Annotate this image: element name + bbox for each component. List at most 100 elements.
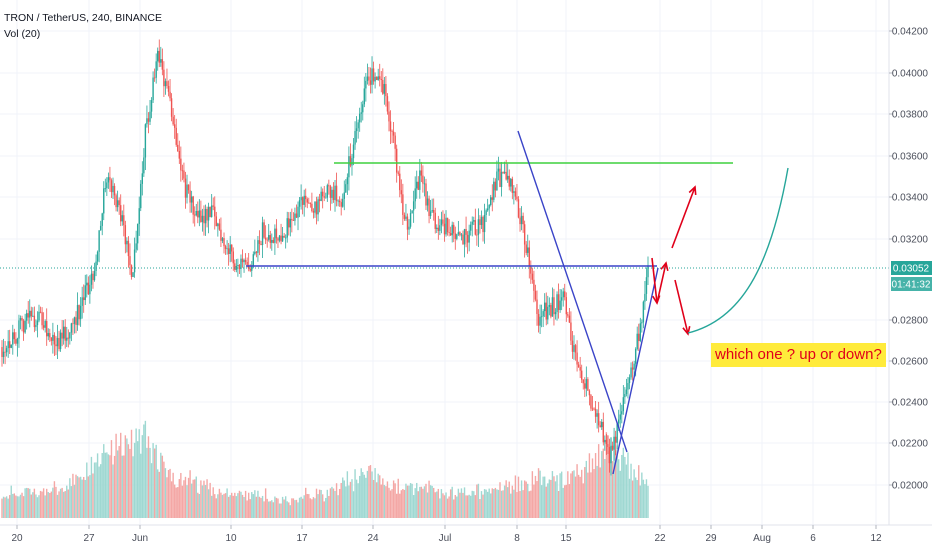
candle-body <box>423 183 426 185</box>
volume-bar <box>547 483 549 518</box>
volume-bar <box>628 478 631 518</box>
candle-body <box>442 219 444 224</box>
volume-bar <box>237 493 239 518</box>
volume-bar <box>167 470 170 518</box>
candle-body <box>483 214 486 233</box>
candle-body <box>231 244 233 252</box>
volume-bar <box>27 488 29 518</box>
candle-body <box>42 325 45 328</box>
volume-bar <box>241 494 244 518</box>
volume-bar <box>409 483 412 518</box>
candle-body <box>66 337 68 341</box>
volume-bar <box>291 498 293 518</box>
candle-body <box>107 177 110 183</box>
volume-bar <box>439 498 441 518</box>
volume-bar <box>309 498 312 518</box>
candle-body <box>81 297 83 306</box>
candle-body <box>4 351 6 353</box>
volume-bar <box>574 476 577 518</box>
volume-bar <box>206 479 208 518</box>
volume-bar <box>79 476 82 518</box>
arrow-up-target-head <box>688 185 697 196</box>
candle-body <box>266 239 268 241</box>
volume-bar <box>289 505 292 518</box>
candle-body <box>251 265 253 271</box>
volume-bar <box>247 492 250 518</box>
volume-bar <box>466 495 469 518</box>
volume-bar <box>636 480 638 518</box>
volume-bar <box>277 498 279 518</box>
volume-bar <box>93 462 96 518</box>
candle-body <box>103 188 105 214</box>
symbol-title[interactable]: TRON / TetherUS, 240, BINANCE <box>4 12 162 24</box>
candle-body <box>557 294 560 310</box>
candle-body <box>56 337 59 347</box>
candle-body <box>18 320 20 339</box>
candle-body <box>312 211 315 213</box>
volume-bar <box>87 476 90 518</box>
volume-bar <box>215 498 218 518</box>
candle-body <box>90 273 93 285</box>
volume-bar <box>588 453 591 518</box>
candle-body <box>201 215 204 223</box>
candle-body <box>534 290 537 300</box>
candle-body <box>486 208 489 211</box>
time-axis[interactable]: 20 27 Jun 10 17 24 Jul 8 15 22 29 Aug 6 12 <box>11 525 882 544</box>
last-price-badge-bg <box>891 261 932 275</box>
volume-indicator-label[interactable]: Vol (20) <box>4 28 41 40</box>
candle-body <box>16 338 19 344</box>
volume-bar <box>146 447 148 518</box>
volume-bar <box>251 492 253 518</box>
volume-bar <box>553 476 555 518</box>
candle-body <box>67 337 69 339</box>
volume-bar <box>323 501 325 518</box>
candle-body <box>625 389 628 395</box>
candle-body <box>195 211 197 216</box>
candle-body <box>243 260 245 263</box>
volume-bar <box>616 445 618 518</box>
volume-bar <box>96 453 99 518</box>
volume-bar <box>520 480 523 518</box>
volume-bar <box>272 502 275 518</box>
candle-body <box>143 157 145 174</box>
candle-body <box>419 170 421 190</box>
candlesticks <box>1 39 649 476</box>
volume-bar <box>597 444 600 518</box>
candle-body <box>9 341 11 348</box>
volume-bar <box>126 438 128 518</box>
price-axis[interactable]: 0.04200 0.04000 0.03800 0.03600 0.03400 0.032… <box>889 27 928 492</box>
volume-bar <box>474 495 477 518</box>
volume-bar <box>300 496 302 518</box>
candle-body <box>394 135 396 149</box>
volume-bar <box>542 476 544 518</box>
volume-bar <box>624 456 626 518</box>
volume-bar <box>365 477 367 518</box>
volume-bar <box>201 485 204 518</box>
candle-body <box>314 201 316 213</box>
candle-body <box>183 170 185 179</box>
candle-body <box>539 316 541 326</box>
annotation-text-box[interactable]: which one ? up or down? <box>711 343 886 367</box>
candle-body <box>422 175 424 184</box>
candle-body <box>449 233 452 236</box>
volume-bar <box>425 483 427 518</box>
volume-bar <box>59 488 62 518</box>
volume-bar <box>90 456 93 518</box>
candle-body <box>1 347 3 357</box>
candle-body <box>457 232 460 235</box>
candle-body <box>180 158 182 171</box>
volume-bar <box>227 496 230 518</box>
candle-body <box>129 256 131 266</box>
volume-bar <box>357 483 359 518</box>
volume-bar <box>235 496 238 518</box>
volume-bar <box>593 469 595 518</box>
candle-body <box>197 211 199 218</box>
volume-bar <box>76 476 79 518</box>
volume-bar <box>358 475 361 518</box>
candle-body <box>268 235 270 240</box>
candle-body <box>260 243 262 246</box>
candle-body <box>27 313 29 318</box>
candle-body <box>32 315 34 317</box>
volume-bar <box>587 472 589 518</box>
